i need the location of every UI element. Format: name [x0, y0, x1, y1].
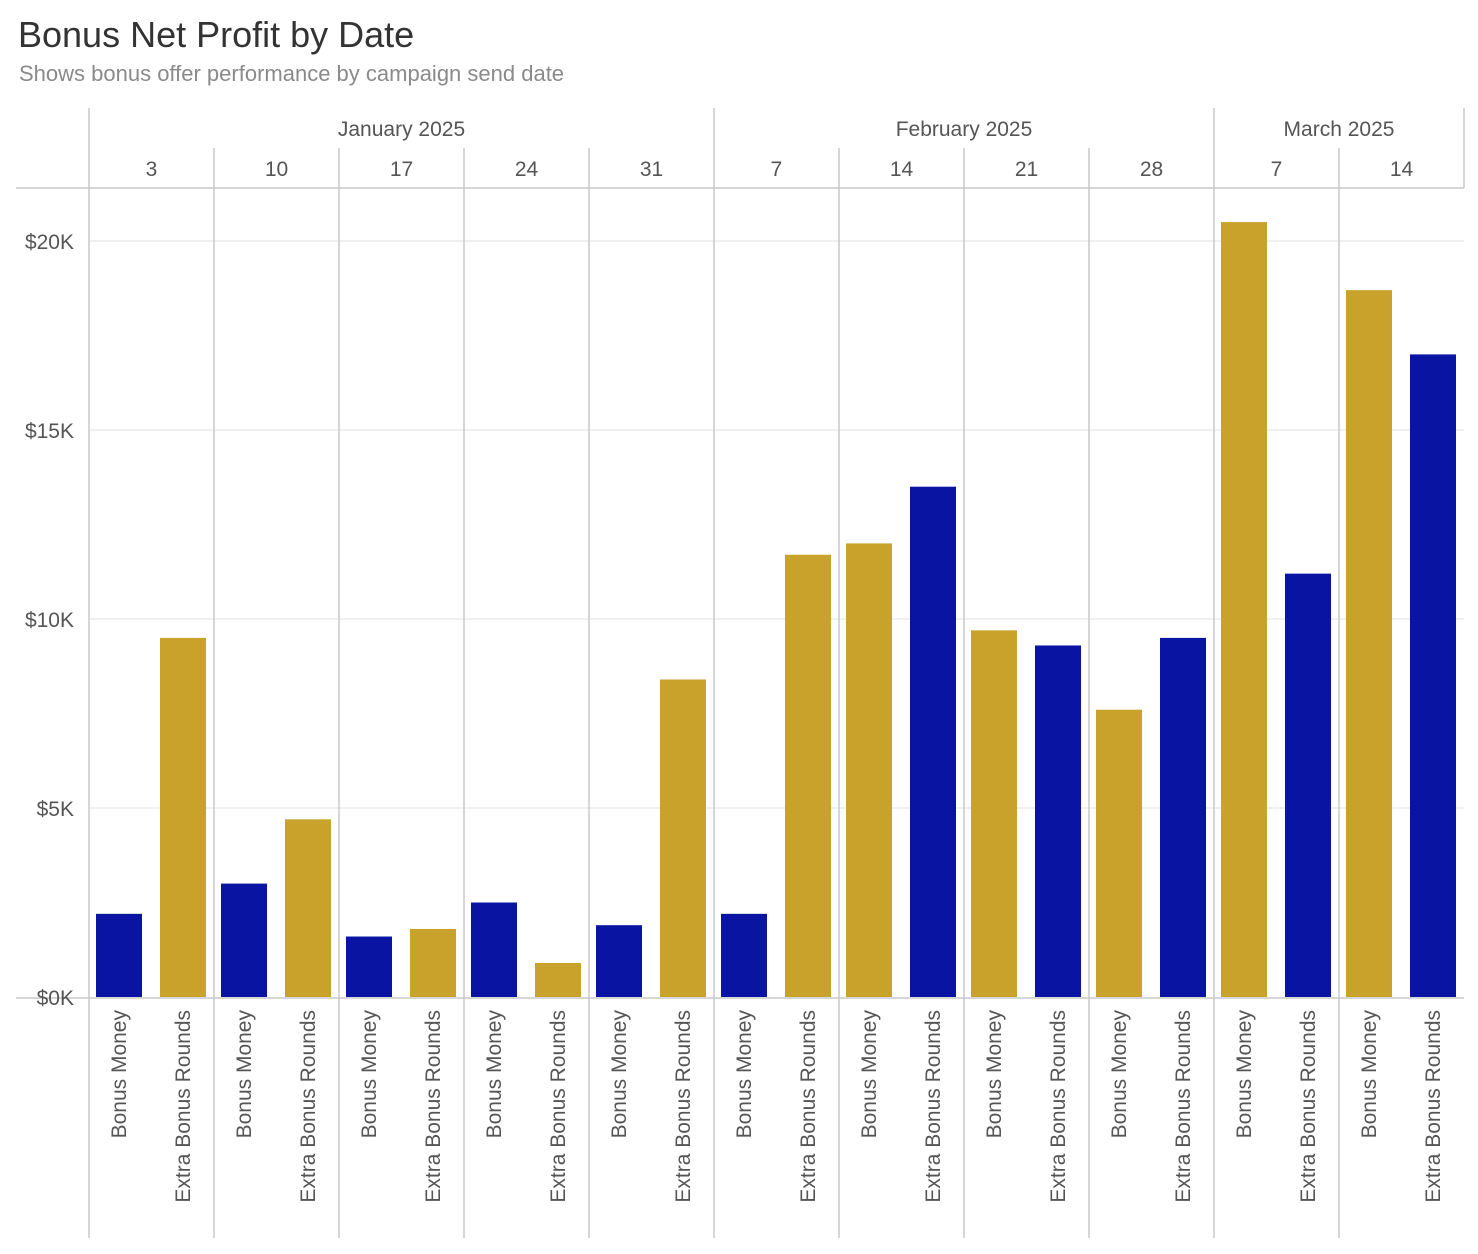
x-category-label: Extra Bonus Rounds [547, 1010, 570, 1203]
bars [96, 222, 1456, 998]
bar [1035, 645, 1081, 997]
x-category-label: Extra Bonus Rounds [1297, 1010, 1320, 1203]
bar [1160, 637, 1206, 997]
month-label: January 2025 [338, 118, 465, 141]
bar [1221, 222, 1267, 998]
bar [596, 925, 642, 997]
day-label: 21 [1015, 158, 1038, 181]
day-label: 7 [1271, 158, 1283, 181]
x-category-label: Bonus Money [733, 1010, 756, 1139]
x-category-label: Extra Bonus Rounds [1422, 1010, 1445, 1203]
day-label: 31 [640, 158, 663, 181]
x-category-label: Extra Bonus Rounds [422, 1010, 445, 1203]
x-category-label: Bonus Money [233, 1010, 256, 1139]
x-category-label: Bonus Money [983, 1010, 1006, 1139]
y-tick-label: $5K [37, 798, 74, 821]
x-category-label: Bonus Money [1358, 1010, 1381, 1139]
x-category-label: Bonus Money [483, 1010, 506, 1139]
x-category-label: Bonus Money [1108, 1010, 1131, 1139]
x-category-label: Bonus Money [858, 1010, 881, 1139]
bar [410, 928, 456, 997]
x-category-label: Extra Bonus Rounds [1172, 1010, 1195, 1203]
group-dividers [16, 108, 1465, 1238]
bar [1285, 573, 1331, 997]
day-label: 14 [890, 158, 914, 181]
x-category-label: Extra Bonus Rounds [922, 1010, 945, 1203]
day-label: 10 [265, 158, 288, 181]
y-axis: $0K $5K $10K $15K $20K [25, 231, 74, 1010]
x-category-label: Bonus Money [108, 1010, 131, 1139]
x-category-label: Extra Bonus Rounds [797, 1010, 820, 1203]
bar [346, 936, 392, 997]
bar [471, 902, 517, 997]
day-label: 17 [390, 158, 413, 181]
y-tick-label: $0K [37, 987, 74, 1010]
bar [535, 962, 581, 997]
x-category-label: Bonus Money [608, 1010, 631, 1139]
x-category-label: Extra Bonus Rounds [297, 1010, 320, 1203]
day-label: 7 [771, 158, 783, 181]
month-label: February 2025 [896, 118, 1033, 141]
bar [160, 637, 206, 997]
x-axis-labels: Bonus Money Extra Bonus Rounds Bonus Money… [108, 1010, 1445, 1203]
bar [910, 486, 956, 997]
bar [660, 679, 706, 997]
bar [785, 554, 831, 997]
bar [221, 883, 267, 997]
date-header: January 2025 February 2025 March 2025 3 10 17… [146, 118, 1414, 181]
y-tick-label: $20K [25, 231, 74, 254]
bar [721, 913, 767, 997]
bar [285, 819, 331, 997]
bar [1346, 290, 1392, 997]
bar [1410, 354, 1456, 997]
y-tick-label: $15K [25, 420, 74, 443]
x-category-label: Extra Bonus Rounds [672, 1010, 695, 1203]
y-tick-label: $10K [25, 609, 74, 632]
chart-title: Bonus Net Profit by Date [18, 14, 415, 55]
day-label: 24 [515, 158, 539, 181]
bar [1096, 709, 1142, 997]
bar [846, 543, 892, 997]
bar [971, 630, 1017, 997]
chart-subtitle: Shows bonus offer performance by campaig… [19, 61, 565, 86]
x-category-label: Extra Bonus Rounds [172, 1010, 195, 1203]
day-label: 28 [1140, 158, 1163, 181]
bar [96, 913, 142, 997]
day-label: 3 [146, 158, 158, 181]
month-label: March 2025 [1284, 118, 1395, 141]
x-category-label: Extra Bonus Rounds [1047, 1010, 1070, 1203]
day-label: 14 [1390, 158, 1414, 181]
x-category-label: Bonus Money [1233, 1010, 1256, 1139]
x-category-label: Bonus Money [358, 1010, 381, 1139]
